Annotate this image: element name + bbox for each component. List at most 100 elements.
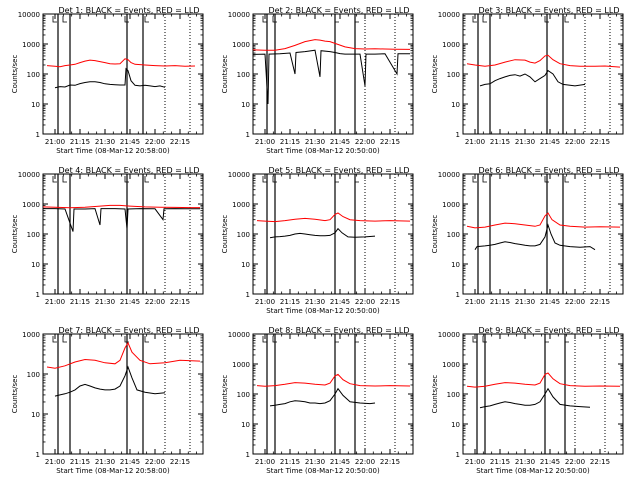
corner-mark [354,336,359,343]
x-tick-label: 22:15 [170,138,190,146]
x-tick-label: 21:00 [45,458,65,466]
panel-title: Det 9: BLACK = Events, RED = LLD [479,326,620,335]
y-tick-label: 10 [31,101,40,109]
panel-det-4: 1 10 100 1000 10000 21:00 21:15 21:30 21:45 22:00… [11,166,204,306]
x-tick-label: 21:00 [255,138,275,146]
x-tick-label: 22:00 [145,138,165,146]
x-tick-label: 21:15 [490,458,510,466]
y-tick-label: 100 [447,231,460,239]
panel-det-7: 1 10 100 1000 21:00 21:15 21:30 21:45 22:00 22:15… [11,326,204,475]
y-tick-label: 100 [27,71,40,79]
y-tick-label: 10000 [438,11,460,19]
panel-det-9: 1 10 100 1000 10000 21:00 21:15 21:30 21:45 22:00… [431,326,624,475]
corner-mark [334,16,339,23]
x-tick-label: 21:00 [465,138,485,146]
corner-mark [564,336,569,343]
x-tick-label: 22:15 [170,298,190,306]
x-tick-label: 21:00 [45,298,65,306]
corner-mark [62,16,67,23]
x-tick-label: 21:30 [95,138,115,146]
x-tick-label: 21:30 [515,458,535,466]
corner-mark [544,336,549,343]
y-tick-label: 100 [237,391,250,399]
y-tick-label: 10 [31,411,40,419]
y-tick-label: 100 [447,391,460,399]
x-tick-label: 21:45 [330,458,350,466]
events-series-line [269,227,376,239]
y-tick-label: 100 [237,231,250,239]
corner-mark [564,16,569,23]
x-tick-label: 21:30 [305,458,325,466]
y-tick-label: 10000 [18,11,40,19]
x-tick-label: 21:15 [280,458,300,466]
x-tick-label: 21:30 [95,298,115,306]
events-series-line [474,223,596,251]
y-axis-label: Counts/sec [221,215,229,254]
y-tick-label: 1 [246,451,250,459]
events-series-line [252,49,410,105]
corner-mark [482,16,487,23]
y-tick-label: 1000 [232,361,250,369]
panel-title: Det 1: BLACK = Events, RED = LLD [59,6,200,15]
y-axis-label: Counts/sec [11,215,19,254]
y-tick-label: 1 [456,291,460,299]
y-tick-label: 1000 [22,331,40,339]
corner-mark [354,176,359,183]
y-tick-label: 1 [246,291,250,299]
y-tick-label: 10000 [438,331,460,339]
plot-frame [252,333,414,455]
x-tick-label: 21:30 [95,458,115,466]
corner-mark [482,336,487,343]
y-tick-label: 1000 [22,201,40,209]
corner-mark [272,336,277,343]
y-tick-label: 100 [27,371,40,379]
x-tick-label: 21:30 [515,138,535,146]
x-tick-label: 22:15 [170,458,190,466]
y-tick-label: 10 [241,261,250,269]
x-tick-label: 21:45 [120,138,140,146]
y-axis-label: Counts/sec [11,55,19,94]
plot-frame [42,333,204,455]
lld-series-line [46,341,201,369]
x-tick-label: 22:15 [380,138,400,146]
x-tick-label: 22:15 [590,138,610,146]
corner-mark [52,176,57,183]
x-tick-label: 21:15 [490,138,510,146]
panel-det-2: 1 10 100 1000 10000 21:00 21:15 21:30 21:45 22:00… [221,6,414,155]
y-tick-label: 10 [241,421,250,429]
lld-series-line [252,39,411,51]
x-tick-label: 21:45 [540,458,560,466]
x-tick-label: 21:15 [70,298,90,306]
x-tick-label: 21:30 [305,138,325,146]
lld-series-line [46,58,196,68]
y-axis-label: Counts/sec [221,375,229,414]
y-tick-label: 10000 [228,331,250,339]
corner-mark [354,16,359,23]
x-axis-label: Start Time (08-Mar-12 20:58:00) [56,467,170,475]
corner-mark [262,176,267,183]
plot-frame [252,13,414,135]
panel-title: Det 2: BLACK = Events, RED = LLD [269,6,410,15]
corner-mark [472,16,477,23]
y-tick-label: 1 [456,451,460,459]
x-tick-label: 21:00 [255,458,275,466]
x-tick-label: 21:00 [45,138,65,146]
events-series-line [54,67,166,89]
y-tick-label: 1 [36,451,40,459]
corner-mark [124,16,129,23]
corner-mark [272,176,277,183]
x-tick-label: 21:15 [70,138,90,146]
y-tick-label: 10000 [18,171,40,179]
corner-mark [52,16,57,23]
y-tick-label: 100 [237,71,250,79]
panel-det-1: 1 10 100 1000 10000 21:00 21:15 21:30 21:45 22:00… [11,6,204,155]
x-tick-label: 22:00 [355,298,375,306]
x-tick-label: 21:00 [255,298,275,306]
lld-series-line [466,54,621,68]
y-axis-label: Counts/sec [11,375,19,414]
x-tick-label: 22:00 [145,458,165,466]
x-tick-label: 21:30 [305,298,325,306]
x-tick-label: 21:45 [330,298,350,306]
events-series-line [479,69,586,87]
x-tick-label: 22:00 [145,298,165,306]
